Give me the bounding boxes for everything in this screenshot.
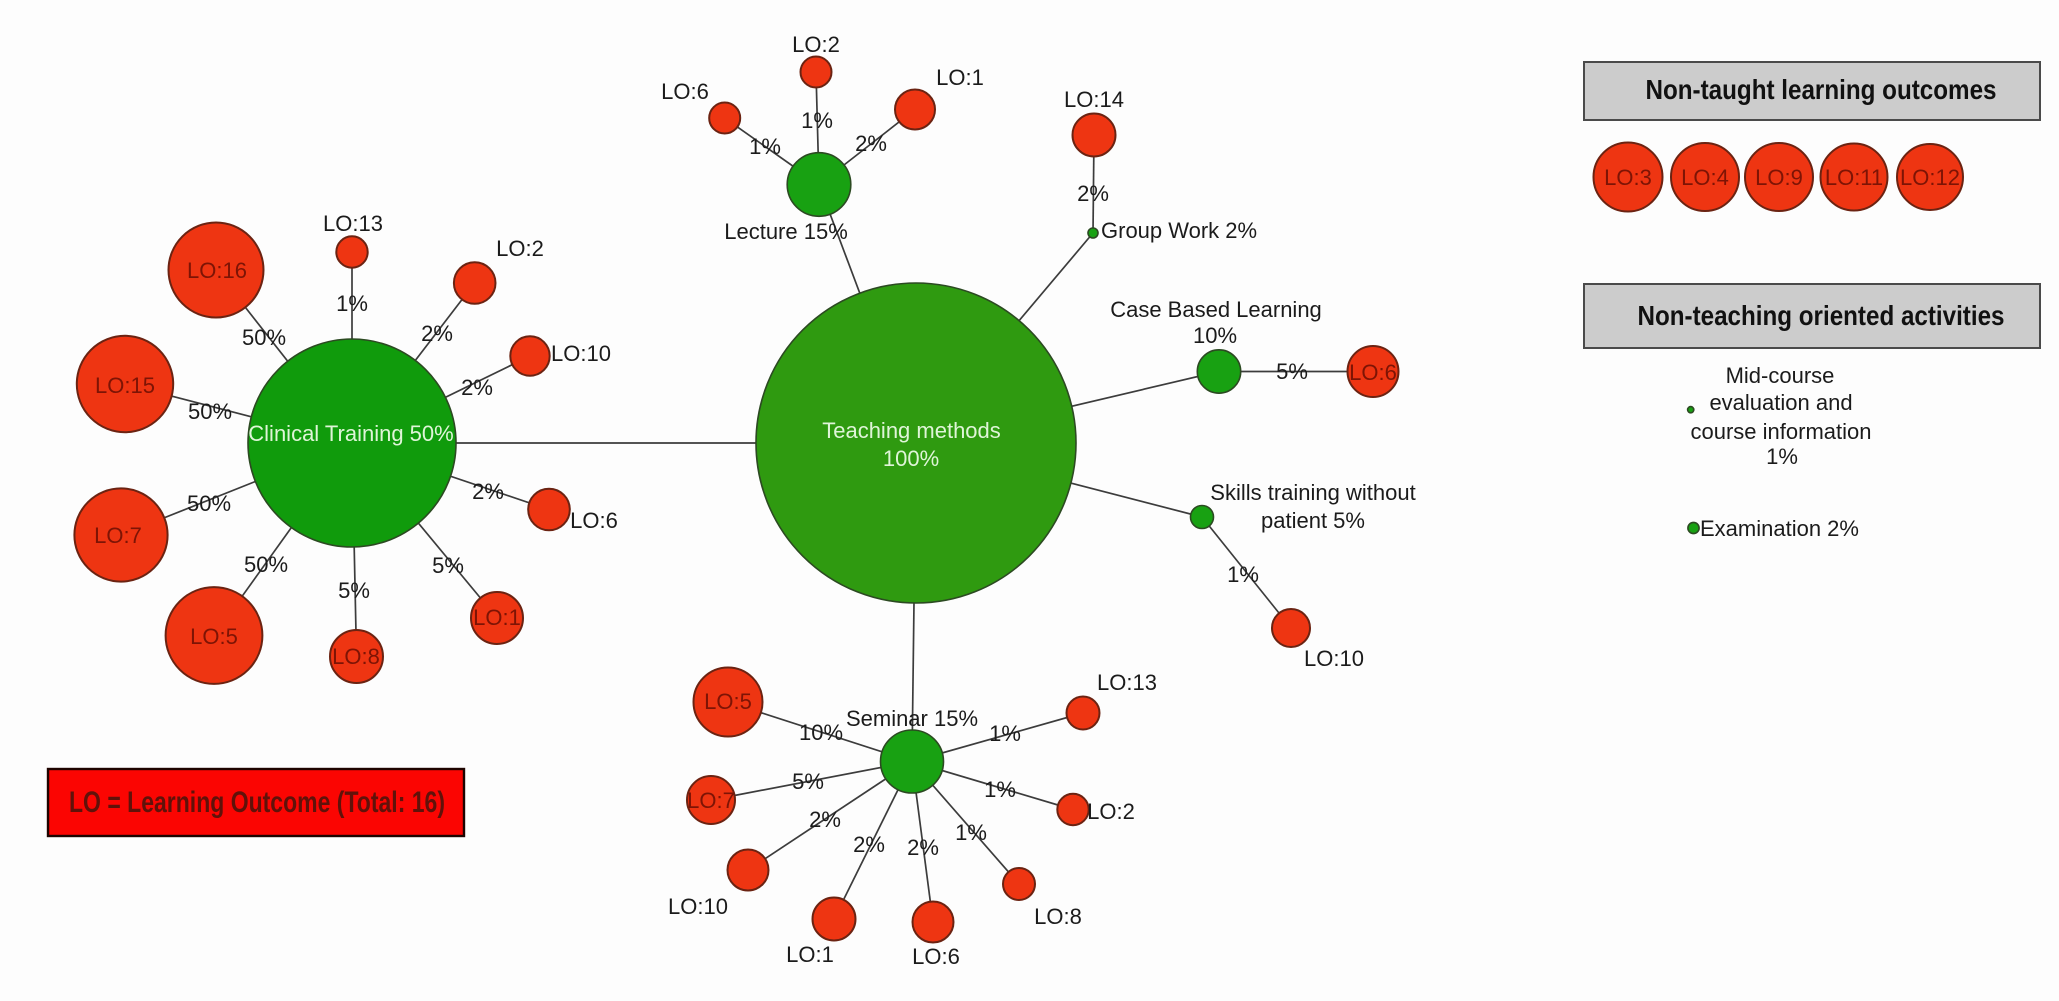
- svg-text:2%: 2%: [907, 835, 939, 860]
- svg-text:2%: 2%: [472, 479, 504, 504]
- svg-text:LO:5: LO:5: [190, 624, 238, 649]
- svg-text:Lecture 15%: Lecture 15%: [724, 219, 848, 244]
- svg-text:Non-taught learning outcomes: Non-taught learning outcomes: [1646, 74, 1997, 105]
- svg-text:5%: 5%: [1276, 359, 1308, 384]
- svg-text:1%: 1%: [336, 291, 368, 316]
- svg-text:10%: 10%: [1193, 323, 1237, 348]
- svg-text:LO:10: LO:10: [1304, 646, 1364, 671]
- svg-text:2%: 2%: [461, 375, 493, 400]
- svg-text:LO:4: LO:4: [1681, 165, 1729, 190]
- svg-text:LO:2: LO:2: [496, 236, 544, 261]
- svg-text:Seminar 15%: Seminar 15%: [846, 706, 978, 731]
- svg-text:50%: 50%: [188, 399, 232, 424]
- svg-text:2%: 2%: [421, 321, 453, 346]
- svg-text:LO:2: LO:2: [792, 32, 840, 57]
- svg-text:LO:7: LO:7: [94, 523, 142, 548]
- svg-text:LO:11: LO:11: [1825, 165, 1883, 190]
- svg-text:LO:8: LO:8: [332, 644, 380, 669]
- svg-text:2%: 2%: [1077, 181, 1109, 206]
- svg-text:LO:8: LO:8: [1034, 904, 1082, 929]
- svg-text:Non-teaching oriented activiti: Non-teaching oriented activities: [1638, 300, 2005, 331]
- svg-text:Skills training without: Skills training without: [1210, 480, 1415, 505]
- svg-text:Case Based Learning: Case Based Learning: [1110, 297, 1322, 322]
- svg-text:5%: 5%: [792, 769, 824, 794]
- svg-text:1%: 1%: [984, 777, 1016, 802]
- svg-text:evaluation and: evaluation and: [1709, 390, 1852, 415]
- svg-text:1%: 1%: [1766, 444, 1798, 469]
- svg-text:LO:1: LO:1: [473, 605, 521, 630]
- svg-text:100%: 100%: [883, 446, 939, 471]
- svg-text:LO:7: LO:7: [687, 788, 735, 813]
- svg-text:LO:13: LO:13: [1097, 670, 1157, 695]
- svg-text:LO:2: LO:2: [1087, 799, 1135, 824]
- svg-text:1%: 1%: [801, 108, 833, 133]
- svg-text:LO = Learning Outcome (Total:: LO = Learning Outcome (Total: 16): [69, 786, 445, 819]
- svg-text:LO:6: LO:6: [912, 944, 960, 969]
- svg-text:LO:10: LO:10: [668, 894, 728, 919]
- svg-text:2%: 2%: [853, 832, 885, 857]
- svg-text:LO:3: LO:3: [1604, 165, 1652, 190]
- svg-text:LO:1: LO:1: [786, 942, 834, 967]
- svg-text:LO:6: LO:6: [1349, 360, 1397, 385]
- svg-text:50%: 50%: [244, 552, 288, 577]
- svg-text:LO:13: LO:13: [323, 211, 383, 236]
- svg-text:LO:1: LO:1: [936, 65, 984, 90]
- svg-text:Examination 2%: Examination 2%: [1700, 516, 1859, 541]
- svg-text:patient 5%: patient 5%: [1261, 508, 1365, 533]
- svg-text:1%: 1%: [749, 134, 781, 159]
- svg-text:2%: 2%: [809, 807, 841, 832]
- svg-text:LO:10: LO:10: [551, 341, 611, 366]
- svg-text:LO:9: LO:9: [1755, 165, 1803, 190]
- svg-text:10%: 10%: [799, 720, 843, 745]
- svg-text:5%: 5%: [432, 553, 464, 578]
- svg-text:Mid-course: Mid-course: [1726, 363, 1835, 388]
- svg-text:LO:5: LO:5: [704, 689, 752, 714]
- svg-text:LO:6: LO:6: [661, 79, 709, 104]
- svg-text:Teaching methods: Teaching methods: [822, 418, 1001, 443]
- svg-text:Group Work 2%: Group Work 2%: [1101, 218, 1257, 243]
- svg-text:LO:12: LO:12: [1900, 165, 1960, 190]
- svg-text:LO:14: LO:14: [1064, 87, 1124, 112]
- svg-text:LO:15: LO:15: [95, 373, 155, 398]
- svg-text:LO:6: LO:6: [570, 508, 618, 533]
- svg-text:1%: 1%: [989, 721, 1021, 746]
- svg-text:50%: 50%: [242, 325, 286, 350]
- svg-text:1%: 1%: [955, 820, 987, 845]
- svg-text:1%: 1%: [1227, 562, 1259, 587]
- svg-text:Clinical Training 50%: Clinical Training 50%: [248, 421, 453, 446]
- svg-text:2%: 2%: [855, 131, 887, 156]
- svg-text:5%: 5%: [338, 578, 370, 603]
- svg-text:50%: 50%: [187, 491, 231, 516]
- svg-text:course information: course information: [1691, 419, 1872, 444]
- svg-text:LO:16: LO:16: [187, 258, 247, 283]
